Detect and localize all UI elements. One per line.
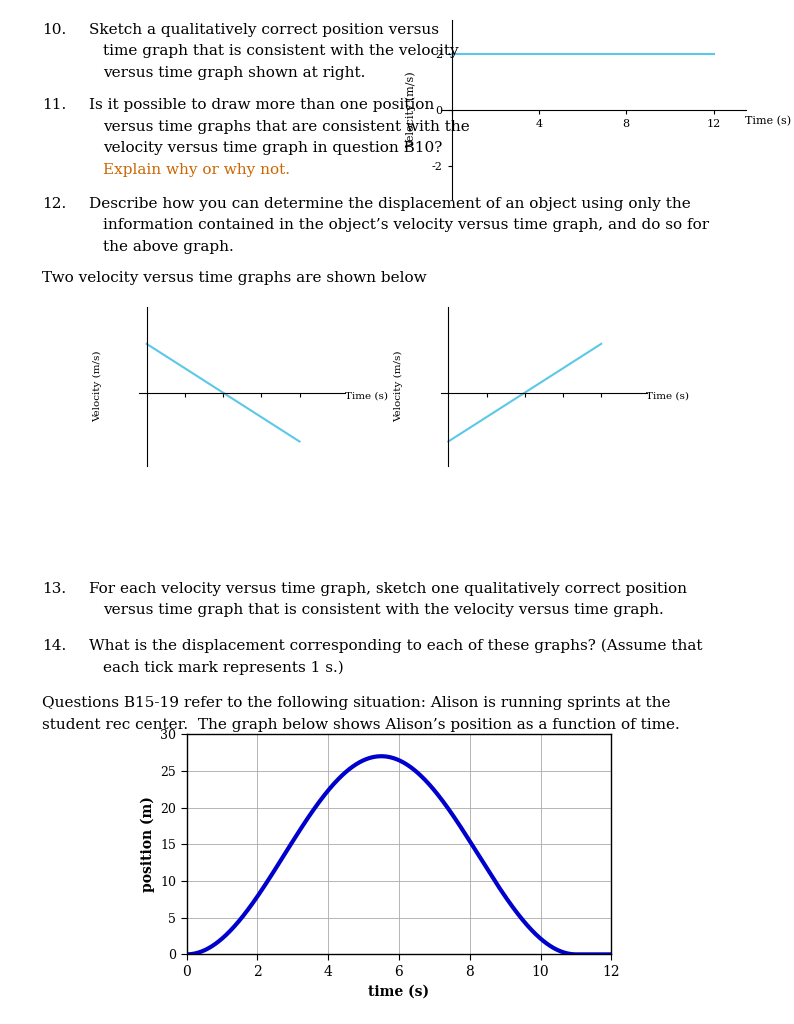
Text: versus time graph that is consistent with the velocity versus time graph.: versus time graph that is consistent wit… — [103, 603, 664, 617]
Text: Is it possible to draw more than one position: Is it possible to draw more than one pos… — [89, 98, 434, 113]
Text: information contained in the object’s velocity versus time graph, and do so for: information contained in the object’s ve… — [103, 218, 709, 232]
Text: the above graph.: the above graph. — [103, 240, 234, 254]
Y-axis label: Velocity (m/s): Velocity (m/s) — [395, 351, 403, 422]
Y-axis label: Velocity (m/s): Velocity (m/s) — [93, 351, 102, 422]
X-axis label: time (s): time (s) — [368, 984, 430, 998]
Text: 13.: 13. — [42, 582, 66, 596]
Text: time graph that is consistent with the velocity: time graph that is consistent with the v… — [103, 44, 459, 58]
X-axis label: Time (s): Time (s) — [745, 116, 791, 126]
Text: versus time graph shown at right.: versus time graph shown at right. — [103, 66, 365, 80]
Text: each tick mark represents 1 s.): each tick mark represents 1 s.) — [103, 660, 344, 675]
Text: Sketch a qualitatively correct position versus: Sketch a qualitatively correct position … — [89, 23, 439, 37]
Text: versus time graphs that are consistent with the: versus time graphs that are consistent w… — [103, 120, 470, 134]
Text: 12.: 12. — [42, 197, 67, 211]
Text: 10.: 10. — [42, 23, 67, 37]
Y-axis label: Velocity (m/s): Velocity (m/s) — [406, 72, 416, 148]
Text: Questions B15-19 refer to the following situation: Alison is running sprints at : Questions B15-19 refer to the following … — [42, 696, 671, 711]
Text: What is the displacement corresponding to each of these graphs? (Assume that: What is the displacement corresponding t… — [89, 639, 703, 653]
X-axis label: Time (s): Time (s) — [345, 391, 387, 400]
Y-axis label: position (m): position (m) — [141, 797, 155, 892]
Text: student rec center.  The graph below shows Alison’s position as a function of ti: student rec center. The graph below show… — [42, 718, 680, 732]
Text: Explain why or why not.: Explain why or why not. — [103, 163, 291, 177]
Text: 14.: 14. — [42, 639, 67, 653]
X-axis label: Time (s): Time (s) — [646, 391, 689, 400]
Text: Two velocity versus time graphs are shown below: Two velocity versus time graphs are show… — [42, 271, 426, 286]
Text: Describe how you can determine the displacement of an object using only the: Describe how you can determine the displ… — [89, 197, 691, 211]
Text: 11.: 11. — [42, 98, 67, 113]
Text: velocity versus time graph in question B10?: velocity versus time graph in question B… — [103, 141, 442, 156]
Text: For each velocity versus time graph, sketch one qualitatively correct position: For each velocity versus time graph, ske… — [89, 582, 687, 596]
